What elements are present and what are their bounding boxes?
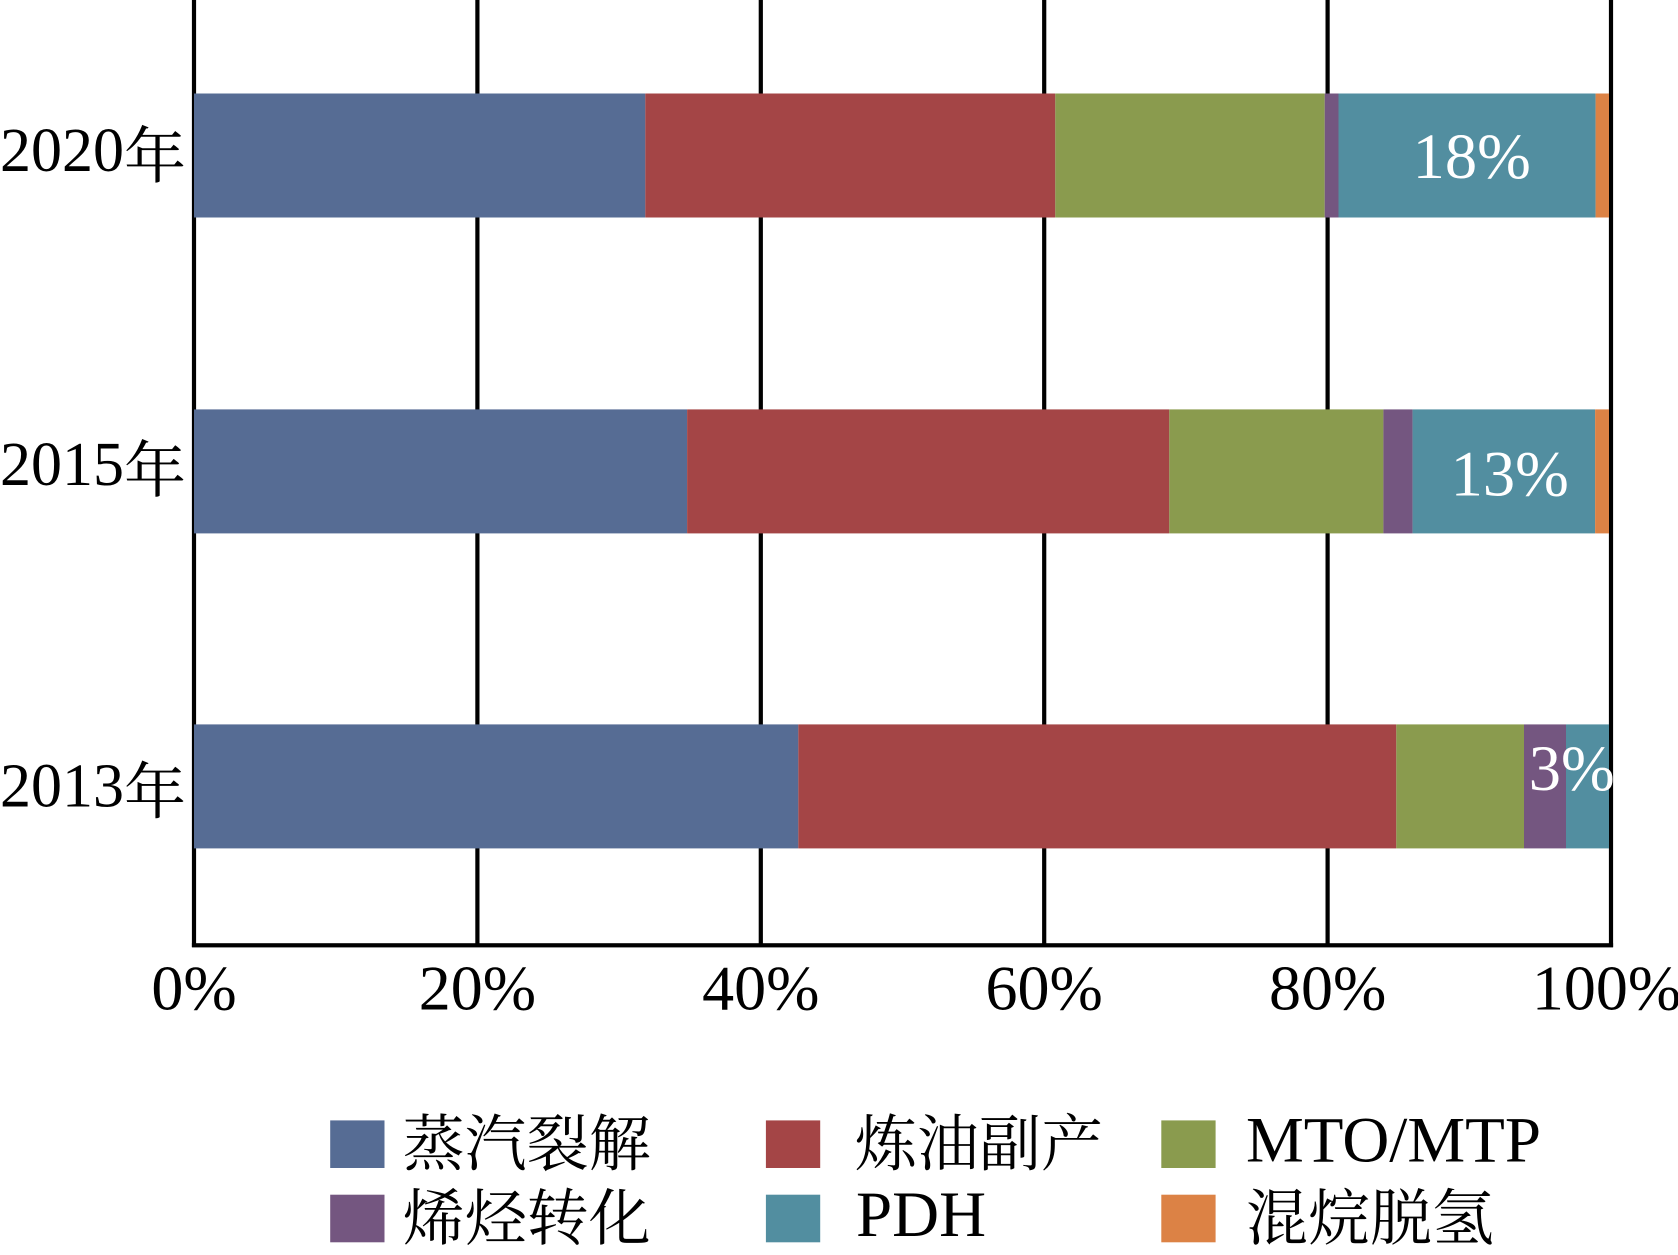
svg-text:18%: 18% bbox=[1413, 121, 1531, 192]
svg-text:2015: 2015 bbox=[0, 431, 124, 499]
svg-text:80%: 80% bbox=[1269, 952, 1386, 1023]
svg-text:PDH: PDH bbox=[856, 1179, 986, 1251]
svg-text:100%: 100% bbox=[1532, 952, 1678, 1023]
svg-text:2013: 2013 bbox=[0, 753, 124, 821]
svg-text:2020: 2020 bbox=[0, 117, 124, 185]
svg-text:13%: 13% bbox=[1451, 438, 1569, 509]
svg-text:0%: 0% bbox=[151, 952, 236, 1023]
svg-text:MTO/MTP: MTO/MTP bbox=[1246, 1105, 1541, 1177]
svg-text:20%: 20% bbox=[419, 952, 536, 1023]
svg-text:60%: 60% bbox=[986, 952, 1103, 1023]
svg-text:3%: 3% bbox=[1529, 733, 1615, 804]
svg-text:40%: 40% bbox=[702, 952, 819, 1023]
